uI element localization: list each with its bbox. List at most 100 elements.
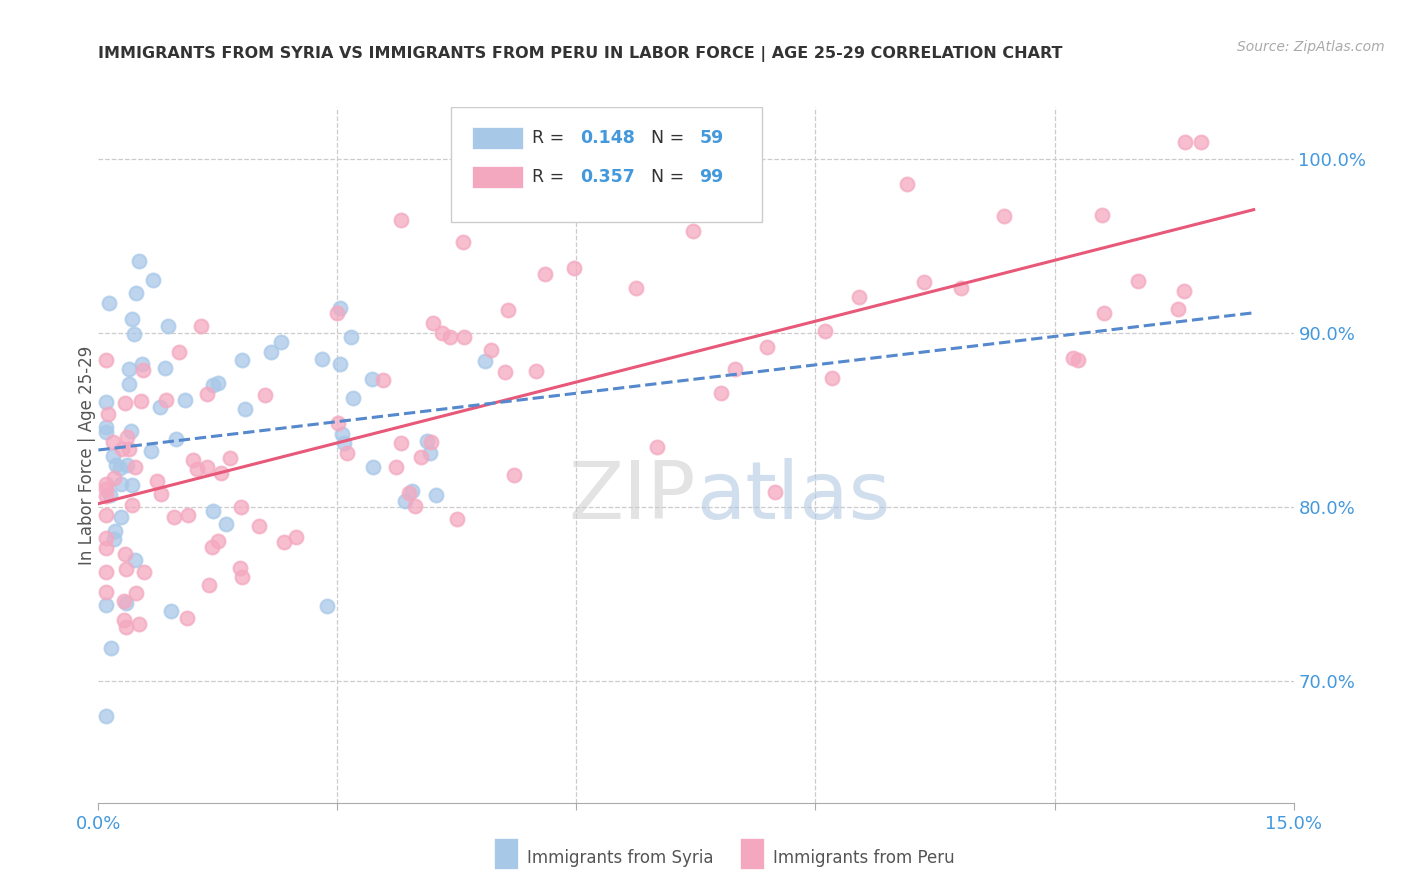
- Point: [124, 553, 146, 567]
- Point: [132, 565, 155, 579]
- Point: [195, 387, 218, 401]
- Point: [1174, 135, 1197, 149]
- Point: [326, 306, 349, 320]
- Point: [101, 434, 124, 449]
- Point: [183, 453, 205, 467]
- Point: [409, 450, 432, 464]
- Point: [624, 281, 647, 295]
- Point: [115, 619, 138, 633]
- Point: [993, 209, 1015, 223]
- Point: [197, 460, 219, 475]
- Point: [336, 446, 359, 460]
- Point: [950, 280, 973, 294]
- Point: [763, 485, 786, 500]
- Point: [422, 316, 444, 330]
- Text: N =: N =: [640, 169, 689, 186]
- Point: [814, 324, 837, 338]
- Point: [103, 449, 125, 463]
- Point: [174, 393, 197, 408]
- Point: [432, 326, 454, 341]
- Point: [419, 446, 441, 460]
- Point: [103, 471, 125, 485]
- Point: [141, 444, 163, 458]
- Point: [124, 459, 146, 474]
- Point: [125, 586, 148, 600]
- Point: [132, 363, 155, 377]
- Point: [186, 462, 208, 476]
- Point: [1092, 306, 1115, 320]
- Point: [1091, 208, 1114, 222]
- Point: [96, 708, 118, 723]
- Point: [115, 458, 138, 472]
- Point: [453, 329, 475, 343]
- Point: [115, 430, 138, 444]
- Point: [229, 561, 252, 575]
- Point: [1066, 352, 1088, 367]
- Point: [96, 395, 118, 409]
- Text: 59: 59: [700, 128, 724, 146]
- Point: [100, 641, 122, 656]
- Point: [202, 504, 225, 518]
- Point: [912, 275, 935, 289]
- Point: [371, 373, 394, 387]
- Point: [416, 434, 439, 448]
- Point: [316, 599, 339, 613]
- Point: [231, 570, 253, 584]
- Point: [96, 598, 118, 612]
- Point: [114, 547, 136, 561]
- Point: [451, 235, 474, 249]
- Point: [118, 376, 141, 391]
- Point: [682, 224, 704, 238]
- Point: [149, 401, 172, 415]
- Point: [128, 253, 150, 268]
- Point: [1126, 274, 1149, 288]
- Point: [96, 541, 118, 556]
- Point: [848, 290, 870, 304]
- Point: [233, 402, 256, 417]
- Point: [756, 340, 779, 354]
- Point: [425, 488, 447, 502]
- Point: [361, 372, 384, 386]
- Point: [404, 499, 426, 513]
- Point: [96, 477, 118, 491]
- Point: [709, 386, 731, 401]
- Text: R =: R =: [533, 128, 569, 146]
- Point: [202, 378, 225, 392]
- Point: [129, 394, 152, 409]
- Point: [96, 489, 118, 503]
- Point: [121, 499, 143, 513]
- Point: [118, 442, 141, 457]
- Point: [207, 376, 229, 390]
- Point: [110, 509, 132, 524]
- Point: [121, 478, 143, 492]
- Point: [496, 302, 519, 317]
- Point: [481, 343, 503, 358]
- Point: [329, 358, 352, 372]
- Point: [155, 393, 177, 408]
- Point: [329, 301, 352, 316]
- Point: [231, 500, 253, 515]
- Point: [533, 267, 555, 281]
- Point: [474, 354, 496, 368]
- Point: [146, 474, 169, 488]
- Point: [361, 460, 384, 475]
- Point: [163, 509, 186, 524]
- Point: [270, 335, 292, 350]
- Point: [340, 330, 363, 344]
- Y-axis label: In Labor Force | Age 25-29: In Labor Force | Age 25-29: [79, 345, 96, 565]
- Point: [115, 596, 138, 610]
- Point: [342, 392, 364, 406]
- Point: [104, 524, 127, 538]
- Point: [153, 361, 176, 376]
- Point: [420, 434, 443, 449]
- Point: [120, 425, 142, 439]
- Point: [96, 508, 118, 522]
- Point: [108, 461, 131, 475]
- Text: 99: 99: [700, 169, 724, 186]
- Point: [201, 540, 224, 554]
- Point: [332, 426, 354, 441]
- Point: [114, 562, 136, 576]
- Point: [96, 531, 118, 545]
- Point: [645, 441, 668, 455]
- Point: [328, 416, 350, 430]
